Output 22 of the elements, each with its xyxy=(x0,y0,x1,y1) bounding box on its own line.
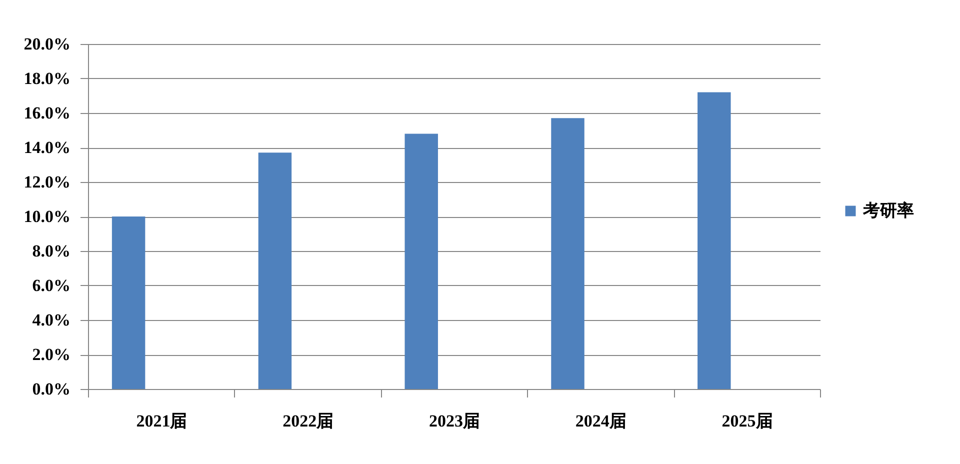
y-tick-label: 14.0% xyxy=(24,138,70,157)
y-tick-label: 6.0% xyxy=(32,276,70,295)
bar xyxy=(258,152,292,389)
y-tick-label: 20.0% xyxy=(24,34,70,54)
y-tick-label: 2.0% xyxy=(32,345,70,364)
x-tick-label: 2023届 xyxy=(429,412,480,430)
bar xyxy=(404,134,438,389)
y-tick-label: 12.0% xyxy=(24,172,70,192)
bar xyxy=(698,92,731,389)
y-tick-label: 0.0% xyxy=(32,380,70,398)
y-tick-label: 18.0% xyxy=(24,69,70,88)
x-tick-label: 2025届 xyxy=(722,412,773,430)
x-tick-label: 2022届 xyxy=(282,412,334,430)
bar xyxy=(112,216,146,389)
y-tick-label: 8.0% xyxy=(32,242,70,260)
x-tick-label: 2024届 xyxy=(575,412,626,430)
y-tick-label: 4.0% xyxy=(32,310,70,330)
y-tick-label: 16.0% xyxy=(24,104,70,122)
legend-label: 考研率 xyxy=(862,201,914,220)
x-tick-label: 2021届 xyxy=(136,412,188,430)
y-tick-label: 10.0% xyxy=(24,207,70,226)
bar xyxy=(551,118,584,389)
